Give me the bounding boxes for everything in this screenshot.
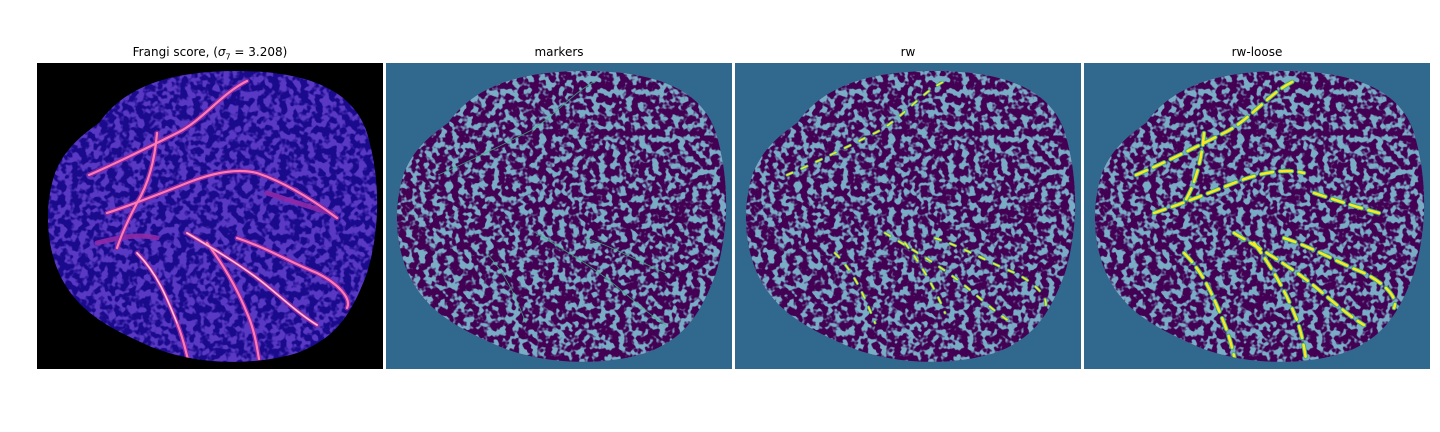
rw-loose-vessel-segments (1133, 78, 1398, 362)
frangi-score-image (37, 63, 383, 369)
markers-title: markers (534, 45, 584, 59)
rw-loose-texture (1094, 71, 1425, 362)
markers-texture (396, 71, 727, 362)
rw-title: rw (900, 45, 916, 59)
vessel-ridges (86, 78, 351, 362)
rw-vessel-segments (785, 79, 1048, 327)
rw-loose-title: rw-loose (1231, 45, 1283, 59)
markers-image (386, 63, 732, 369)
rw-texture (745, 71, 1076, 362)
frangi-score-title: Frangi score, (σ7 = 3.208) (132, 45, 288, 62)
rw-image (735, 63, 1081, 369)
sigma-symbol: σ (217, 45, 226, 59)
marker-lines (437, 80, 667, 326)
frangi-texture (47, 71, 378, 362)
rw-loose-image (1084, 63, 1430, 369)
sigma-subscript: 7 (225, 52, 231, 62)
